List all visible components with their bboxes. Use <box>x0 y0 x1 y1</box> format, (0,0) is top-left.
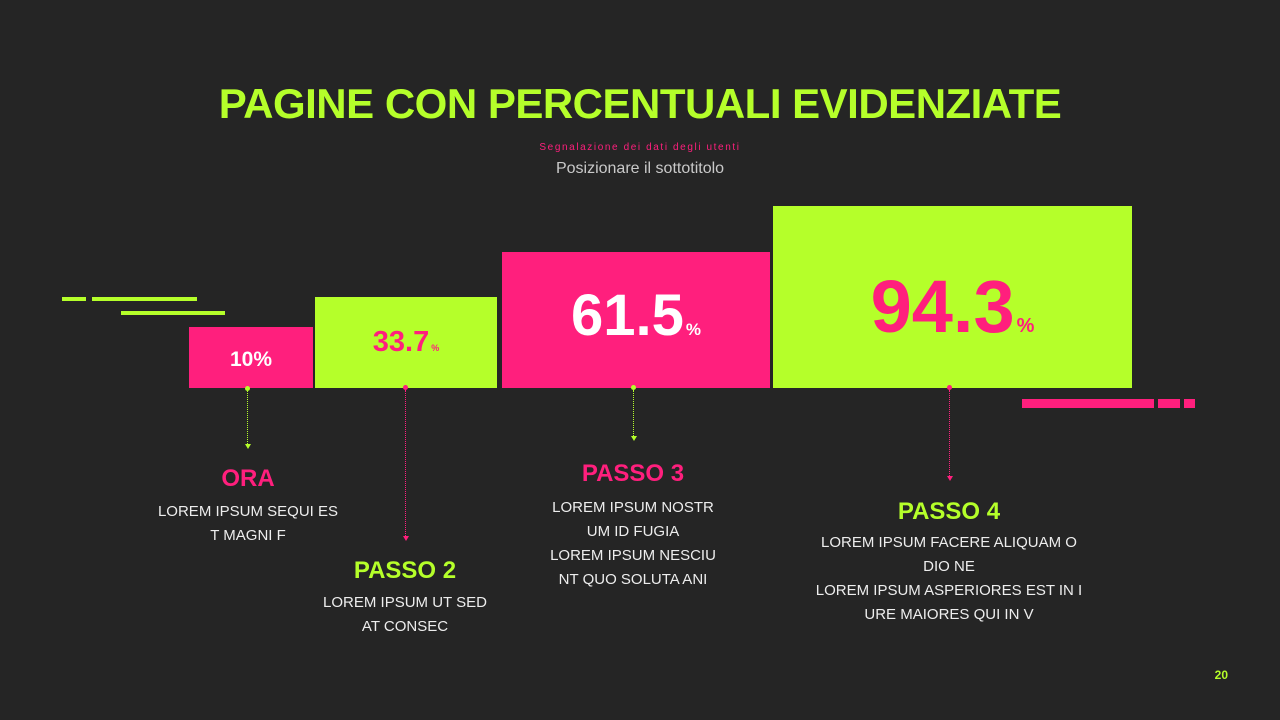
connector-line <box>633 390 634 436</box>
bar-4-value: 94.3 <box>870 265 1015 348</box>
percentage-bar-3: 61.5 % <box>502 252 770 388</box>
step-4-line-2: DIO NE <box>923 558 975 575</box>
percentage-bar-1: 10% <box>189 327 313 388</box>
connector-line <box>949 390 950 476</box>
page-subtitle: Posizionare il sottotitolo <box>555 160 725 177</box>
decorative-line <box>1184 399 1195 408</box>
step-3-line-3: LOREM IPSUM NESCIU <box>550 547 716 564</box>
connector-line <box>247 391 248 444</box>
connector-dot <box>947 385 952 390</box>
step-1-description: LOREM IPSUM SEQUI ES T MAGNI F <box>128 500 368 548</box>
decorative-line <box>1158 399 1180 408</box>
page-kicker: Segnalazione dei dati degli utenti <box>539 142 741 153</box>
step-4-line-1: LOREM IPSUM FACERE ALIQUAM O <box>821 534 1077 551</box>
step-2-description: LOREM IPSUM UT SED AT CONSEC <box>285 591 525 639</box>
bar-2-value: 33.7 <box>372 326 430 358</box>
connector-dot <box>403 385 408 390</box>
step-2-title: PASSO 2 <box>353 557 457 584</box>
percentage-bar-2: 33.7 % <box>315 297 497 388</box>
percentage-bar-4: 94.3 % <box>773 206 1132 388</box>
arrow-down-icon <box>631 436 637 441</box>
connector-line <box>405 390 406 536</box>
arrow-down-icon <box>947 476 953 481</box>
decorative-line <box>121 311 225 315</box>
step-2-line-1: LOREM IPSUM UT SED <box>323 594 487 611</box>
step-4-line-4: URE MAIORES QUI IN V <box>864 606 1034 623</box>
decorative-line <box>1022 399 1154 408</box>
bar-1-value: 10% <box>229 348 273 371</box>
step-4-title: PASSO 4 <box>897 498 1001 525</box>
bar-4-unit: % <box>1016 315 1035 337</box>
step-1-title: ORA <box>221 465 275 492</box>
step-3-description: LOREM IPSUM NOSTR UM ID FUGIA LOREM IPSU… <box>503 496 763 592</box>
page-number: 20 <box>1214 668 1228 682</box>
connector-dot <box>245 386 250 391</box>
decorative-line <box>92 297 197 301</box>
page-title: PAGINE CON PERCENTUALI EVIDENZIATE <box>218 80 1062 127</box>
step-3-line-4: NT QUO SOLUTA ANI <box>558 571 708 588</box>
arrow-down-icon <box>245 444 251 449</box>
connector-dot <box>631 385 636 390</box>
decorative-line <box>62 297 86 301</box>
bar-3-value: 61.5 <box>570 283 684 348</box>
step-4-description: LOREM IPSUM FACERE ALIQUAM O DIO NE LORE… <box>789 531 1109 627</box>
step-4-line-3: LOREM IPSUM ASPERIORES EST IN I <box>815 582 1083 599</box>
step-3-title: PASSO 3 <box>581 460 685 487</box>
step-1-line-2: T MAGNI F <box>210 527 286 544</box>
arrow-down-icon <box>403 536 409 541</box>
step-3-line-2: UM ID FUGIA <box>586 523 680 540</box>
step-1-line-1: LOREM IPSUM SEQUI ES <box>157 503 339 520</box>
bar-2-unit: % <box>431 343 440 353</box>
bar-3-unit: % <box>685 320 701 339</box>
step-3-line-1: LOREM IPSUM NOSTR <box>552 499 714 516</box>
step-2-line-2: AT CONSEC <box>361 618 449 635</box>
